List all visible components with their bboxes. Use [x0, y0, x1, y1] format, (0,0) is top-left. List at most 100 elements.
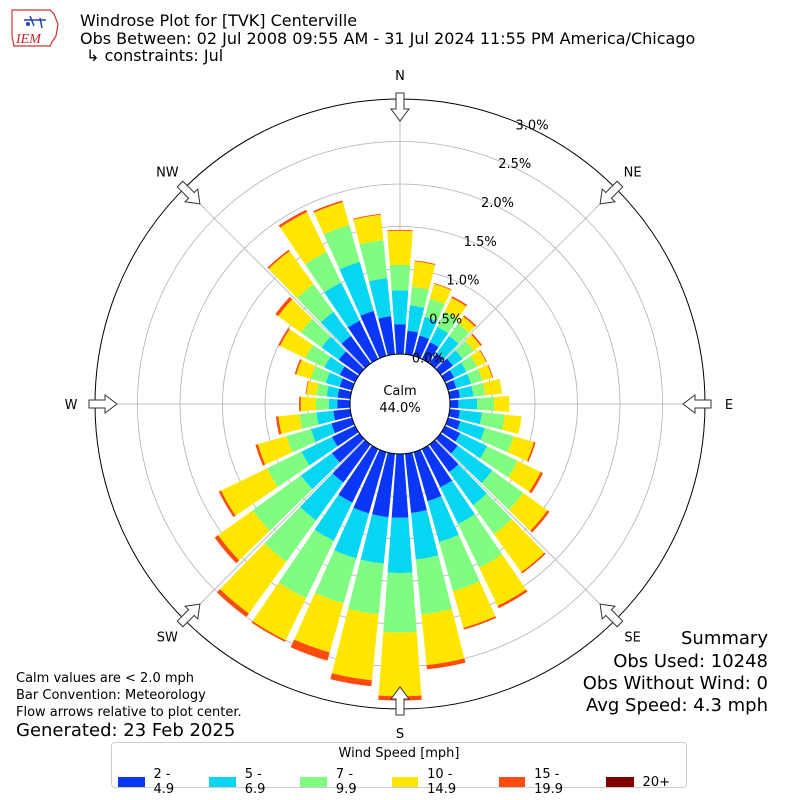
- summary-avg-speed: Avg Speed: 4.3 mph: [586, 695, 768, 716]
- windrose-bar-segment: [458, 398, 478, 410]
- legend-title: Wind Speed [mph]: [338, 746, 460, 761]
- grid-spoke: [435, 188, 616, 369]
- windrose-bar-segment: [300, 396, 317, 412]
- windrose-bar-segment: [449, 323, 470, 344]
- summary-obs-used: Obs Used: 10248: [613, 651, 768, 672]
- compass-label: W: [65, 398, 78, 413]
- windrose-bar-segment: [527, 441, 536, 462]
- windrose-bar-segment: [451, 445, 493, 484]
- windrose-bar-segment: [471, 333, 482, 346]
- windrose-bar-segment: [315, 550, 357, 604]
- flow-arrows-note: Flow arrows relative to plot center.: [16, 705, 242, 720]
- windrose-bar-segment: [299, 412, 319, 429]
- windrose-bar-segment: [429, 326, 449, 348]
- windrose-bar-segment: [480, 428, 514, 453]
- windrose-bar-segment: [394, 324, 406, 355]
- legend-item: 15 - 19.9: [498, 767, 590, 797]
- windrose-bar-segment: [470, 350, 487, 367]
- windrose-bar-segment: [305, 380, 309, 395]
- windrose-bar-segment: [476, 397, 495, 411]
- windrose-bar-segment: [328, 398, 338, 410]
- windrose-bar-segment: [457, 421, 485, 441]
- windrose-bar-segment: [330, 673, 372, 687]
- windrose-bar-segment: [331, 433, 365, 463]
- flow-arrow-icon: [599, 603, 624, 628]
- windrose-bar-segment: [339, 366, 359, 383]
- windrose-bar-segment: [508, 492, 548, 531]
- windrose-bar-segment: [332, 425, 359, 447]
- windrose-bar-segment: [479, 349, 488, 363]
- windrose-bar-segment: [353, 449, 387, 514]
- windrose-bar-segment: [424, 298, 445, 322]
- windrose-bar-segment: [267, 249, 290, 269]
- windrose-bar-segment: [467, 368, 483, 384]
- windrose-bar-segment: [278, 328, 290, 346]
- windrose-bar-segment: [320, 311, 351, 344]
- windrose-bar-segment: [216, 589, 249, 617]
- summary-title: Summary: [681, 628, 768, 649]
- compass-label: SE: [624, 631, 640, 646]
- windrose-bar-segment: [405, 452, 427, 513]
- legend-swatch: [498, 777, 526, 787]
- radial-tick-label: 2.5%: [498, 157, 531, 172]
- summary-obs-without-wind: Obs Without Wind: 0: [582, 673, 768, 694]
- legend-label: 2 - 4.9: [153, 767, 175, 797]
- radial-tick-label: 1.5%: [464, 235, 497, 250]
- windrose-bar-segment: [414, 260, 436, 265]
- windrose-bar-segment: [479, 554, 527, 606]
- windrose-bar-segment: [214, 535, 240, 564]
- windrose-bar-segment: [411, 261, 436, 290]
- windrose-bar-segment: [507, 436, 534, 462]
- windrose-bar-segment: [310, 423, 336, 442]
- windrose-bar-segment: [448, 389, 460, 399]
- windrose-bar-segment: [334, 507, 370, 559]
- windrose-bar-segment: [275, 416, 282, 435]
- windrose-bar-segment: [296, 284, 334, 323]
- windrose-bar-segment: [326, 385, 340, 398]
- compass-label: SW: [157, 631, 178, 646]
- windrose-bar-segment: [353, 214, 384, 245]
- windrose-bar-segment: [316, 397, 329, 411]
- windrose-bar-segment: [455, 433, 488, 459]
- windrose-bar-segment: [257, 436, 293, 465]
- windrose-bar-segment: [278, 529, 334, 599]
- windrose-bar-segment: [300, 318, 331, 348]
- compass-label: N: [395, 69, 405, 84]
- windrose-bar-segment: [286, 429, 316, 453]
- windrose-bar-segment: [463, 315, 477, 327]
- constraints-label: ↳ constraints: Jul: [86, 46, 224, 65]
- windrose-bar-segment: [441, 370, 455, 383]
- legend: Wind Speed [mph] 2 - 4.9 5 - 6.9 7 - 9.9 10…: [111, 742, 687, 797]
- windrose-bar-segment: [530, 510, 550, 533]
- windrose-bar-segment: [458, 514, 503, 568]
- windrose-bar-segment: [305, 251, 342, 293]
- windrose-bar-segment: [294, 359, 302, 375]
- windrose-bar-segment: [331, 609, 379, 681]
- windrose-bar-segment: [360, 514, 389, 564]
- windrose-bar-segment: [410, 286, 429, 308]
- windrose-bar-segment: [299, 396, 301, 412]
- windrose-bar-segment: [333, 409, 352, 421]
- windrose-bar-segment: [266, 451, 310, 488]
- windrose-bar-segment: [321, 336, 346, 360]
- windrose-bar-segment: [493, 519, 545, 573]
- flow-arrow-icon: [88, 394, 118, 414]
- windrose-bar-segment: [413, 449, 442, 502]
- legend-item: 7 - 9.9: [300, 767, 375, 797]
- windrose-bar-segment: [323, 225, 360, 270]
- legend-swatch: [391, 777, 419, 787]
- windrose-bar-segment: [453, 373, 472, 389]
- windrose-bar-segment: [338, 445, 379, 503]
- windrose-bar-segment: [313, 200, 343, 213]
- windrose-bar-segment: [316, 383, 329, 397]
- windrose-bar-segment: [529, 472, 543, 494]
- windrose-bar-segment: [521, 552, 546, 574]
- windrose-bar-segment: [413, 335, 430, 359]
- grid-spoke: [435, 439, 616, 620]
- windrose-bar-segment: [473, 493, 512, 535]
- legend-item: 10 - 14.9: [391, 767, 483, 797]
- windrose-bar-segment: [294, 593, 344, 653]
- windrose-bar-segment: [372, 452, 395, 518]
- calm-label: Calm: [383, 384, 416, 399]
- radial-tick-label: 2.0%: [481, 196, 514, 211]
